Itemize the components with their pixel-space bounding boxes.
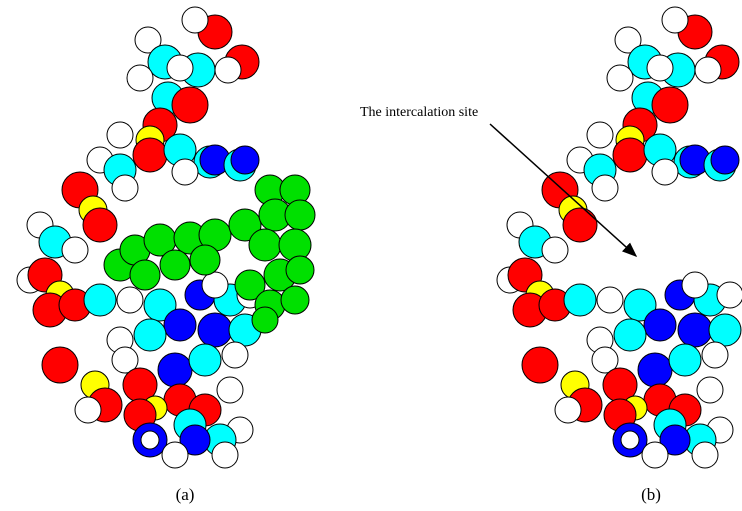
atom <box>190 245 220 275</box>
atom <box>160 250 190 280</box>
atom <box>285 200 315 230</box>
panel-b <box>497 7 742 468</box>
atom <box>249 229 281 261</box>
atom <box>279 229 311 261</box>
atom <box>286 256 314 284</box>
annotation: The intercalation site <box>360 105 478 120</box>
body: The intercalation site (a) (b) (() => { … <box>0 0 742 511</box>
figure: The intercalation site (a) (b) <box>0 0 742 511</box>
panel-label: (a) <box>176 485 195 504</box>
page: {"figure": {"annotation": "The intercala… <box>0 0 742 511</box>
atom <box>252 307 278 333</box>
atom <box>130 260 160 290</box>
panel-label: (b) <box>641 485 661 504</box>
atom <box>281 286 309 314</box>
panel-b-dna <box>497 7 742 468</box>
